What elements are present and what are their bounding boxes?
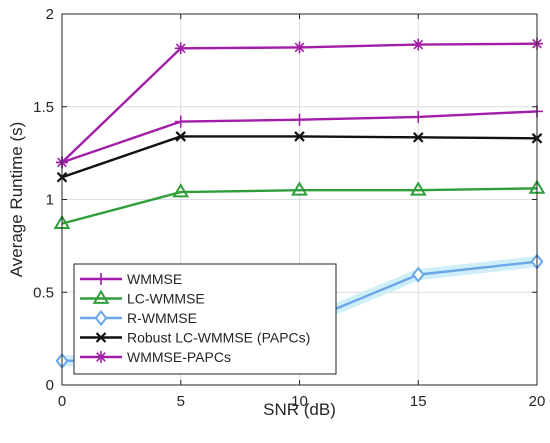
legend-entry: R-WMMSE (80, 309, 197, 327)
y-tick-label: 0 (46, 377, 54, 394)
legend-entry: WMMSE-PAPCs (80, 349, 231, 365)
data-point (409, 181, 427, 196)
axis-ticks: 0 5 10 15 20 0 0.5 1 1.5 2 (33, 6, 545, 410)
y-tick-label: 1.5 (33, 99, 54, 116)
legend: WMMSE LC-WMMSE R-WMMSE Robust LC-WMMSE (PAP… (73, 263, 337, 375)
legend-label: R-WMMSE (127, 310, 197, 326)
data-point (175, 131, 187, 142)
x-axis-label: SNR (dB) (263, 400, 336, 419)
data-point (291, 181, 308, 196)
data-point (293, 113, 306, 126)
series-robust-lc-wmmse-papcs- (56, 131, 543, 183)
legend-swatch-marker (95, 351, 107, 363)
y-tick-label: 1 (46, 192, 54, 209)
data-point (294, 131, 305, 142)
legend-swatch-marker (94, 309, 108, 327)
data-point (174, 115, 187, 128)
data-point (412, 132, 424, 143)
legend-swatch-marker (95, 332, 107, 343)
data-point (411, 266, 425, 283)
x-tick-label: 15 (410, 393, 427, 410)
x-tick-label: 10 (291, 393, 308, 410)
x-tick-label: 5 (177, 393, 185, 410)
legend-swatch-marker (92, 289, 110, 304)
data-point (174, 42, 187, 55)
legend-entry: WMMSE (80, 271, 182, 287)
x-tick-label: 0 (58, 393, 66, 410)
legend-label: Robust LC-WMMSE (PAPCs) (127, 330, 310, 346)
series-line (61, 187, 538, 225)
legend-label: WMMSE (127, 271, 182, 287)
data-point (293, 41, 306, 54)
x-tick-label: 20 (529, 393, 546, 410)
legend-entry: Robust LC-WMMSE (PAPCs) (80, 330, 310, 346)
y-axis-label: Average Runtime (s) (7, 122, 26, 278)
legend-label: LC-WMMSE (127, 291, 205, 307)
legend-entry: LC-WMMSE (80, 289, 205, 307)
data-point (412, 110, 425, 123)
data-point (172, 183, 190, 198)
y-tick-label: 2 (46, 6, 54, 23)
legend-swatch-marker (95, 273, 107, 285)
data-point (412, 38, 425, 51)
legend-label: WMMSE-PAPCs (127, 349, 231, 365)
y-tick-label: 0.5 (33, 284, 54, 301)
